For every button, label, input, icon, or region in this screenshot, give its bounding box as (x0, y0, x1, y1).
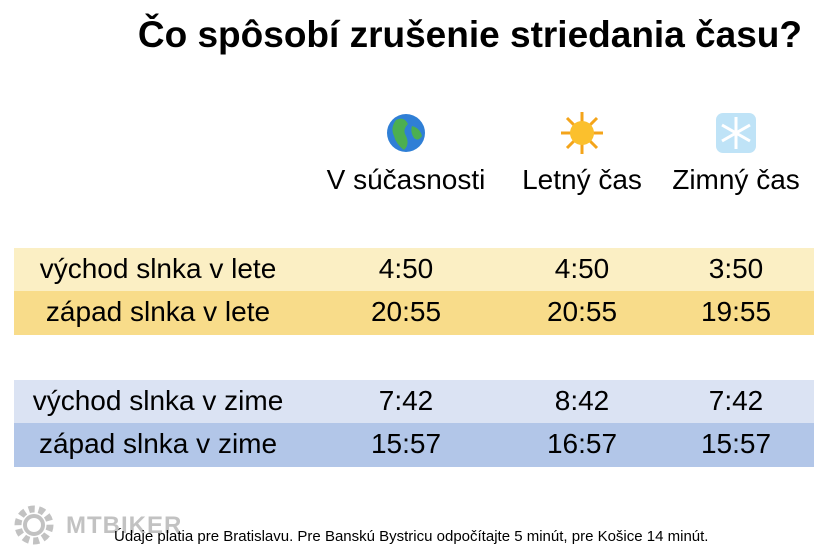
column-header: Letný čas (522, 164, 642, 195)
column-header: Zimný čas (672, 164, 800, 195)
globe-icon (387, 114, 425, 152)
row-label: východ slnka v lete (39, 253, 277, 284)
cell-value: 19:55 (700, 296, 772, 327)
cell-value: 20:55 (370, 296, 442, 327)
sun-icon (561, 112, 603, 154)
cell-value: 7:42 (708, 385, 764, 416)
cell-value: 7:42 (378, 385, 434, 416)
row-label: západ slnka v lete (45, 296, 271, 327)
cell-value: 8:42 (554, 385, 610, 416)
row-label: západ slnka v zime (38, 428, 278, 459)
row-band (14, 291, 814, 335)
row-label: východ slnka v zime (32, 385, 284, 416)
row-band (14, 380, 814, 424)
cell-value: 16:57 (546, 428, 618, 459)
footnote: Údaje platia pre Bratislavu. Pre Banskú … (114, 528, 709, 545)
cell-value: 15:57 (700, 428, 772, 459)
title: Čo spôsobí zrušenie striedania času? (137, 14, 802, 55)
cell-value: 4:50 (378, 253, 434, 284)
row-band (14, 248, 814, 292)
cell-value: 4:50 (554, 253, 610, 284)
cell-value: 3:50 (708, 253, 764, 284)
watermark-gear (14, 505, 54, 545)
watermark: MTBIKER (66, 512, 183, 539)
snowflake-icon (716, 113, 756, 153)
cell-value: 20:55 (546, 296, 618, 327)
cell-value: 15:57 (370, 428, 442, 459)
column-header: V súčasnosti (326, 164, 486, 195)
row-band (14, 423, 814, 467)
